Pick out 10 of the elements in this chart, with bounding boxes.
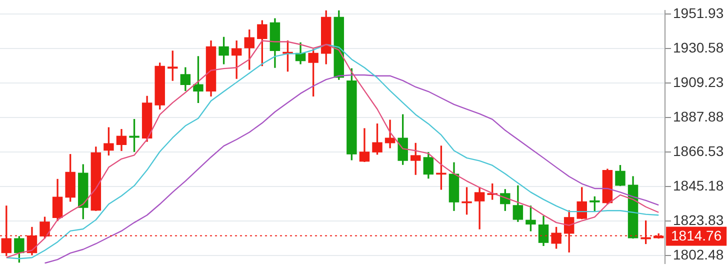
y-tick-label: 1866.53 (673, 142, 724, 159)
y-tick-label: 1909.23 (673, 74, 724, 90)
candlestick (474, 187, 485, 230)
y-tick-label: 1951.93 (673, 4, 724, 21)
y-tick-label: 1845.18 (673, 177, 724, 194)
y-tick-label: 1930.58 (673, 39, 724, 56)
y-tick-label: 1823.83 (673, 212, 724, 228)
y-tick-label: 1887.88 (673, 108, 724, 124)
ref-line-label: 1814.76 (671, 228, 722, 244)
y-tick-label: 1802.48 (673, 246, 724, 262)
